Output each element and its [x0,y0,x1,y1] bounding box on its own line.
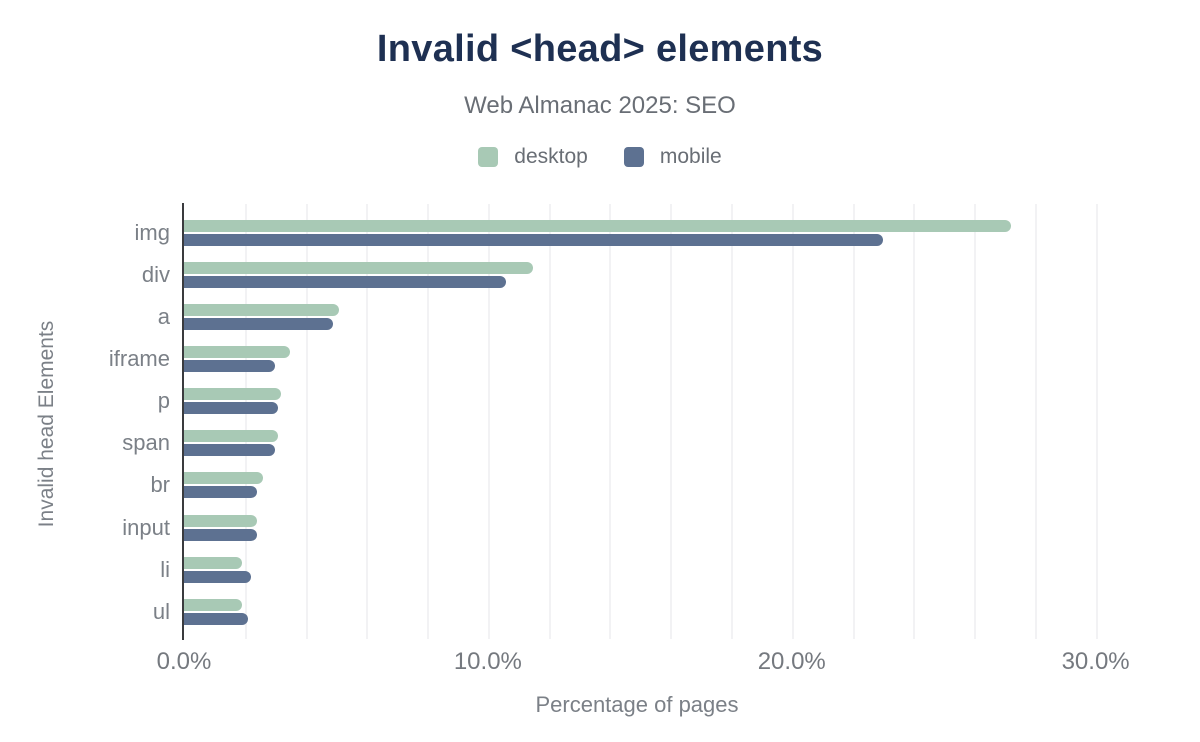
gridline [487,204,490,639]
category-label-div: div [141,262,170,288]
gridline [427,204,430,639]
x-tick-30.0%: 30.0% [1061,648,1130,675]
x-tick-20.0%: 20.0% [757,648,826,675]
gridline [974,204,977,639]
bar-desktop-input [184,514,257,527]
bar-desktop-br [184,472,263,485]
legend-swatch-mobile [623,147,644,167]
category-axis-labels: img div a iframe p span br input li ul [0,204,170,638]
chart-title: Invalid <head> elements [376,28,824,70]
gridline [1034,204,1037,639]
category-label-img: img [134,220,170,245]
bar-mobile-br [184,486,257,499]
x-tick-0.0%: 0.0% [156,648,212,675]
gridline [852,204,855,639]
plot-area [182,203,1126,640]
x-axis-ticks: 0.0% 10.0% 20.0% 30.0% [157,646,1130,678]
category-label-input: input [122,514,170,540]
category-label-br: br [150,472,170,498]
gridline [913,204,916,639]
gridline [366,204,369,639]
category-label-a: a [157,304,170,330]
bar-desktop-a [184,304,339,317]
bar-desktop-div [184,262,534,275]
x-tick-10.0%: 10.0% [453,648,522,675]
bar-mobile-input [184,528,257,541]
bar-desktop-li [184,556,242,569]
bar-mobile-div [184,276,507,289]
bar-desktop-span [184,430,279,443]
bar-mobile-ul [184,612,248,625]
bar-desktop-iframe [184,346,291,359]
chart-subtitle: Web Almanac 2025: SEO [464,92,736,119]
bar-mobile-p [184,402,279,415]
gridline [730,204,733,639]
legend-label-mobile: mobile [659,145,722,168]
category-label-ul: ul [152,598,170,624]
bar-mobile-iframe [184,360,276,373]
bar-desktop-p [184,388,282,401]
gridline [305,204,308,639]
bar-mobile-img [184,234,883,246]
category-label-iframe: iframe [108,346,170,372]
gridline [548,204,551,639]
bar-desktop-ul [184,598,242,611]
category-label-span: span [122,430,170,456]
gridline [244,204,247,639]
gridline [791,204,794,639]
legend-swatch-desktop [478,147,499,167]
gridline [670,204,673,639]
legend-item-desktop: desktop [478,145,588,169]
y-axis-line [182,203,184,640]
bar-mobile-span [184,444,276,457]
legend: desktop mobile [0,145,1200,169]
legend-item-mobile: mobile [623,145,722,169]
bar-desktop-img [184,220,1011,232]
bar-mobile-a [184,318,333,331]
gridline [609,204,612,639]
x-axis-title: Percentage of pages [535,692,739,717]
category-label-li: li [160,556,170,582]
gridline [1095,204,1098,639]
legend-label-desktop: desktop [514,145,588,168]
category-label-p: p [157,388,170,414]
bar-mobile-li [184,570,251,583]
